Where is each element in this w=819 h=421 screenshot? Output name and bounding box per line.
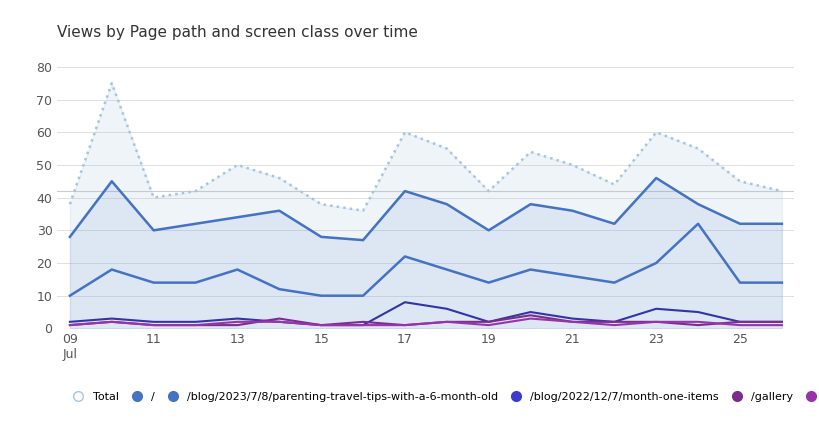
Text: Views by Page path and screen class over time: Views by Page path and screen class over… (57, 25, 419, 40)
Legend: Total, /, /blog/2023/7/8/parenting-travel-tips-with-a-6-month-old, /blog/2022/12: Total, /, /blog/2023/7/8/parenting-trave… (63, 387, 819, 406)
